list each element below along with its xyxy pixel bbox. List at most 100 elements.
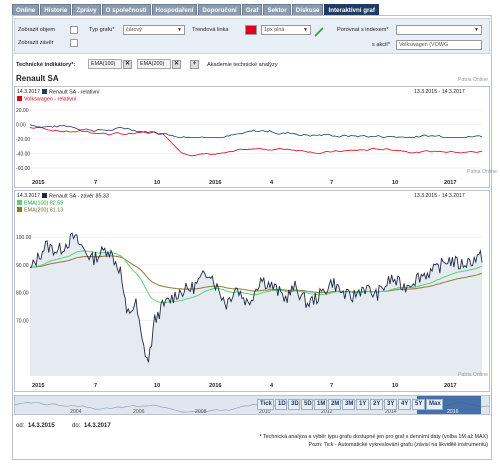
x-tick-label: 7 <box>94 383 98 389</box>
period-button-3y[interactable]: 3Y <box>384 399 397 410</box>
y-tick-label: -20.00 <box>16 137 30 143</box>
add-indicator-button[interactable]: + <box>190 60 199 69</box>
compare-stock-input[interactable]: Volkswagen (VOWG <box>396 40 482 50</box>
tab-diskuse[interactable]: Diskuse <box>291 4 324 15</box>
period-button-5d[interactable]: 5D <box>301 399 313 410</box>
chevron-down-icon: ▼ <box>474 27 479 33</box>
navigator-year-label: 2012 <box>321 409 333 415</box>
period-button-4y[interactable]: 4Y <box>398 399 411 410</box>
tab-hospodareni[interactable]: Hospodaření <box>151 4 198 15</box>
legend-ema200: EMA(200) 81.13 <box>17 207 63 214</box>
relative-plot: 20.00 0.00 -20.00 -40.00 -60.00 <box>16 108 483 172</box>
tab-o-spolecnosti[interactable]: O společnosti <box>101 4 151 15</box>
indicator-ema100-label: EMA(100) <box>91 61 116 67</box>
chevron-down-icon: ▼ <box>177 27 182 33</box>
period-button-2m[interactable]: 2M <box>328 399 341 410</box>
navigator-year-label: 2006 <box>133 409 145 415</box>
legend-renault-close: Renault SA - závěr 85.33 <box>42 193 109 200</box>
to-label: do: <box>72 423 81 429</box>
chart-type-value: čárový <box>126 27 142 33</box>
indicators-label: Technické indikátory*: <box>16 62 76 68</box>
period-button-3m[interactable]: 3M <box>342 399 355 410</box>
compare-stock-value: Volkswagen (VOWG <box>399 42 449 48</box>
compare-index-label: Porovnat s indexem* <box>337 27 389 33</box>
x-tick-label: 7 <box>94 180 98 186</box>
price-area <box>30 233 482 376</box>
legend-label: Renault SA - relativní <box>49 89 100 96</box>
tab-online[interactable]: Online <box>12 4 40 15</box>
period-button-1d[interactable]: 1D <box>275 399 287 410</box>
note-tick: Pozn: Tick - Automatické vykreslování gr… <box>308 442 488 448</box>
legend-swatch <box>17 200 22 205</box>
pencil-icon[interactable] <box>314 27 324 37</box>
compare-stock-label: s akcií* <box>372 42 391 48</box>
chevron-down-icon: ▼ <box>303 27 308 33</box>
period-button-tick[interactable]: Tick <box>257 399 274 410</box>
trend-line-select[interactable]: 1px plná ▼ <box>261 25 311 35</box>
chart-type-label: Typ grafu* <box>89 27 115 33</box>
from-date-input[interactable]: 14.3.2015 <box>28 423 55 429</box>
legend-label: Volkswagen - relativní <box>24 96 77 103</box>
y-tick-label: -40.00 <box>16 152 30 158</box>
trend-color-swatch[interactable] <box>245 25 257 35</box>
renault-relative-line <box>29 124 483 138</box>
period-button-5y[interactable]: 5Y <box>412 399 425 410</box>
x-tick-label: 2016 <box>209 180 222 186</box>
main-chart-range: 13.3.2015 - 14.3.2017 <box>414 193 465 199</box>
indicator-chip-ema100: EMA(100) <box>88 59 122 69</box>
tab-graf[interactable]: Graf <box>241 4 263 15</box>
x-tick-label: 10 <box>392 180 399 186</box>
remove-ema100-button[interactable]: ✕ <box>123 60 132 69</box>
tab-interaktivni-graf[interactable]: Interaktivní graf <box>324 4 379 15</box>
navigator-year-label: 2010 <box>259 409 271 415</box>
navigator-line <box>15 399 489 413</box>
tab-bar: Online Historie Zprávy O společnosti Hos… <box>12 4 379 15</box>
academy-link[interactable]: Akademie technické analýzy <box>207 62 278 68</box>
top-chart-date: 14.3.2017 <box>17 89 41 95</box>
tab-historie[interactable]: Historie <box>40 4 72 15</box>
x-tick-label: 2016 <box>209 383 222 389</box>
trend-line-label: Trendová linka <box>192 27 229 33</box>
tab-sektor[interactable]: Sektor <box>263 4 291 15</box>
to-date-input[interactable]: 14.3.2017 <box>84 423 111 429</box>
y-tick-label: 0.00 <box>16 123 26 129</box>
navigator-year-label: 2016 <box>447 409 459 415</box>
chart-type-select[interactable]: čárový ▼ <box>123 25 185 35</box>
legend-swatch <box>17 96 22 101</box>
show-volume-checkbox[interactable] <box>70 26 78 34</box>
x-tick-label: 7 <box>330 383 334 389</box>
top-chart-range: 13.3.2015 - 14.3.2017 <box>414 89 465 95</box>
show-close-label: Zobrazit závěr <box>18 40 54 46</box>
period-button-max[interactable]: Max <box>426 399 443 410</box>
navigator-year-label: 2014 <box>385 409 397 415</box>
from-label: od: <box>16 423 25 429</box>
vw-relative-line <box>29 126 482 157</box>
tab-zpravy[interactable]: Zprávy <box>72 4 101 15</box>
period-button-1m[interactable]: 1M <box>314 399 327 410</box>
price-line <box>29 232 483 363</box>
x-tick-label: 2017 <box>444 180 457 186</box>
legend-swatch <box>42 193 47 198</box>
y-tick-label: 90.00 <box>16 263 29 269</box>
period-button-2y[interactable]: 2Y <box>370 399 383 410</box>
remove-ema200-button[interactable]: ✕ <box>172 60 181 69</box>
legend-swatch <box>42 89 47 94</box>
navigator-year-label: 2008 <box>195 409 207 415</box>
x-tick-label: 10 <box>154 180 161 186</box>
note-technical-analysis: * Technická analýza a výběr typu grafu d… <box>259 434 488 440</box>
y-tick-label: 100.00 <box>16 235 32 241</box>
legend-swatch <box>17 207 22 212</box>
tab-doporuceni[interactable]: Doporučení <box>198 4 241 15</box>
show-close-checkbox[interactable] <box>70 39 78 47</box>
chart-title: Renault SA <box>16 74 59 83</box>
x-tick-label: 4 <box>270 383 274 389</box>
period-button-3d[interactable]: 3D <box>288 399 300 410</box>
navigator-year-label: 2004 <box>70 409 82 415</box>
main-chart-date: 14.3.2017 <box>17 193 41 199</box>
compare-index-select[interactable]: ▼ <box>396 25 482 35</box>
show-volume-label: Zobrazit objem <box>18 27 55 33</box>
x-tick-label: 10 <box>392 383 399 389</box>
x-tick-label: 10 <box>154 383 161 389</box>
legend-ema100: EMA(100) 82.55 <box>17 200 63 207</box>
period-button-1y[interactable]: 1Y <box>356 399 369 410</box>
